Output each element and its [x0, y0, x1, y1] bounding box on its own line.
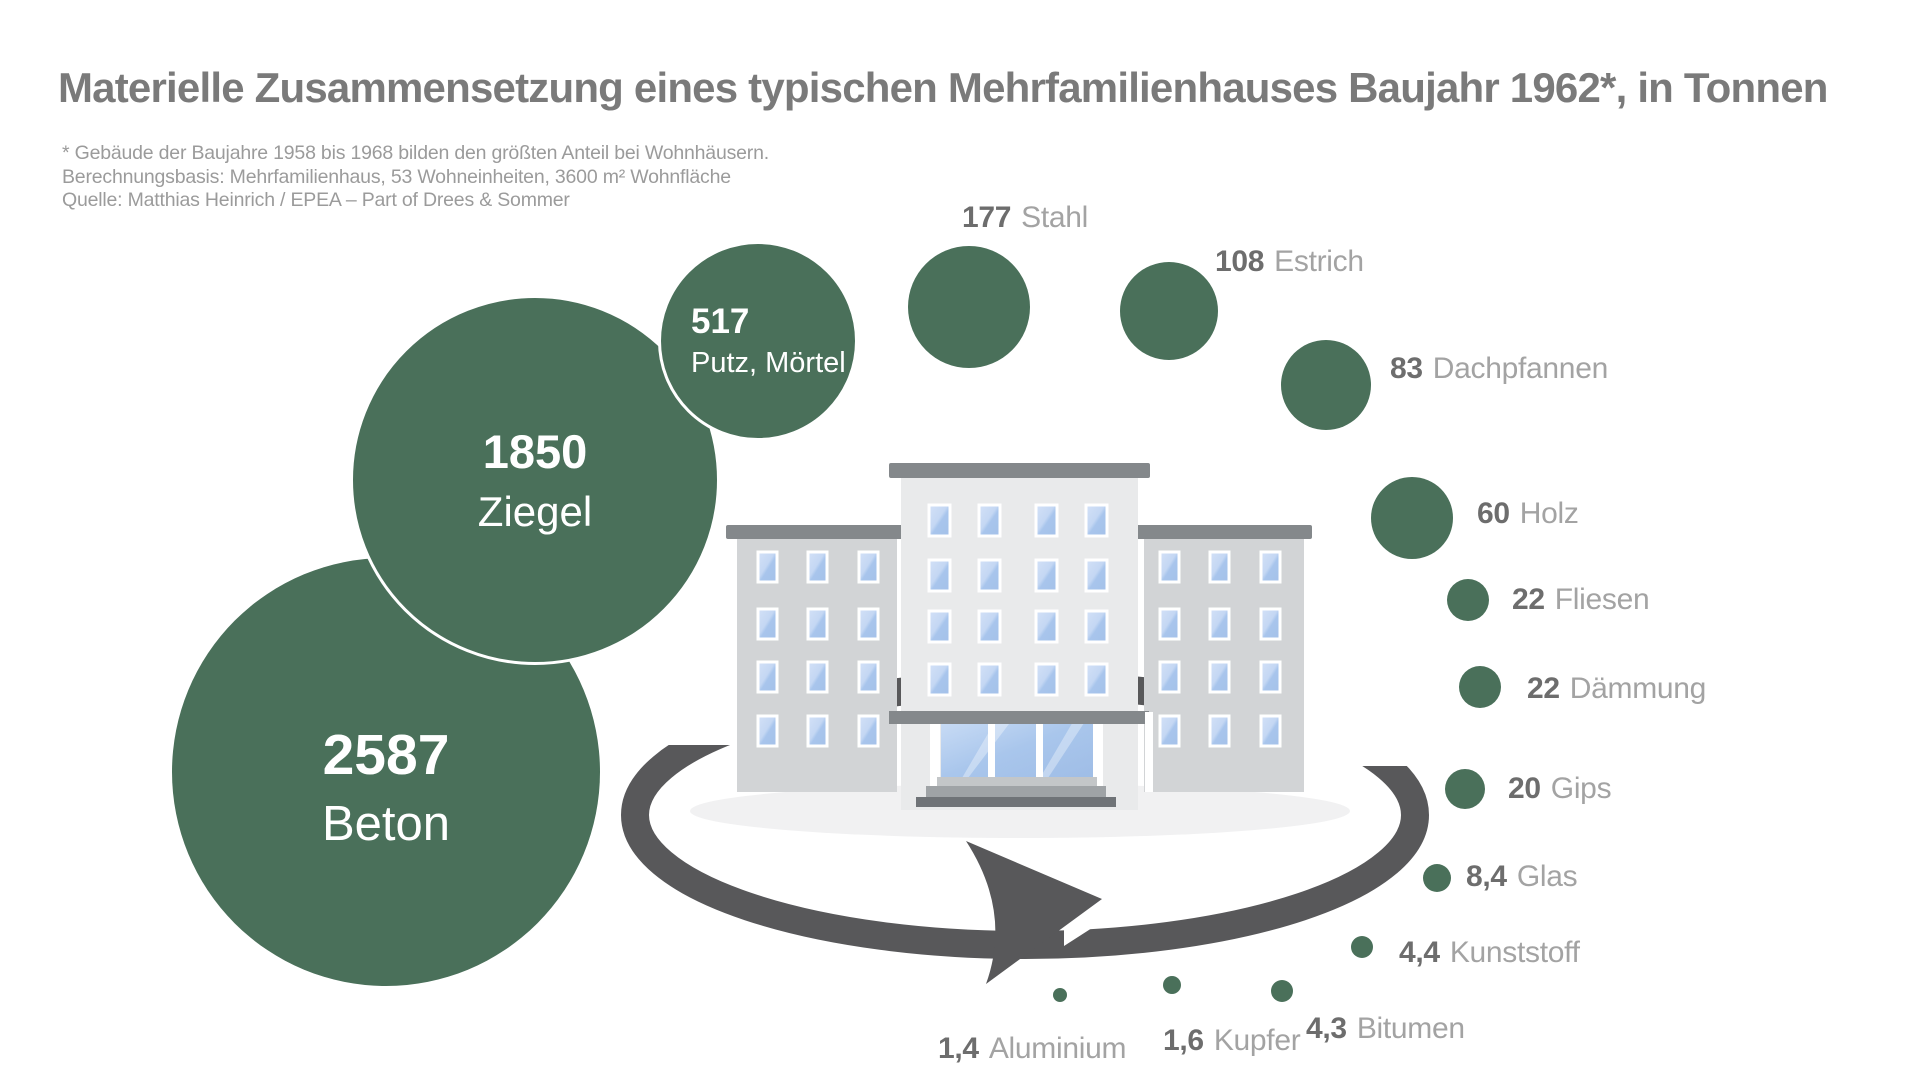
label-gips: 20 Gips	[1508, 772, 1612, 806]
label-name: Fliesen	[1554, 583, 1650, 616]
bubble-bitumen	[1271, 980, 1293, 1002]
bubble-dachpfannen	[1281, 340, 1371, 430]
label-value: 83	[1390, 352, 1423, 385]
bubble-stahl	[908, 246, 1030, 368]
label-name: Kupfer	[1213, 1024, 1301, 1057]
label-name: Gips	[1550, 772, 1612, 805]
bubble-daemmung	[1459, 666, 1501, 708]
label-name: Aluminium	[988, 1032, 1127, 1065]
bubble-estrich	[1120, 262, 1218, 360]
label-value: 20	[1508, 772, 1541, 805]
label-value: 60	[1477, 497, 1510, 530]
label-value: 177	[962, 201, 1012, 234]
label-holz: 60 Holz	[1477, 497, 1579, 531]
bubble-kunststoff	[1351, 936, 1373, 958]
footnote-block: * Gebäude der Baujahre 1958 bis 1968 bil…	[62, 142, 769, 213]
label-kupfer: 1,6 Kupfer	[1163, 1024, 1301, 1058]
tower-windows	[927, 503, 1109, 697]
bubble-fliesen	[1447, 579, 1489, 621]
bubble-holz	[1371, 477, 1453, 559]
footnote-line: Berechnungsbasis: Mehrfamilienhaus, 53 W…	[62, 165, 731, 188]
footnote-source: Quelle: Matthias Heinrich / EPEA – Part …	[62, 189, 570, 211]
label-fliesen: 22 Fliesen	[1512, 583, 1650, 617]
label-name: Estrich	[1274, 245, 1364, 278]
label-value: 4,3	[1306, 1012, 1347, 1045]
ground-shadow	[690, 784, 1350, 838]
label-value: 1,4	[938, 1032, 979, 1065]
label-glas: 8,4 Glas	[1466, 860, 1578, 894]
bubble-label: Putz, Mörtel	[691, 347, 846, 379]
bubble-kupfer	[1163, 976, 1181, 994]
label-name: Holz	[1519, 497, 1579, 530]
bubble-value: 517	[691, 302, 750, 341]
label-name: Bitumen	[1356, 1012, 1465, 1045]
apartment-building-icon	[726, 463, 1312, 810]
wing-windows	[756, 550, 1282, 748]
label-value: 1,6	[1163, 1024, 1204, 1057]
label-dachpfannen: 83 Dachpfannen	[1390, 352, 1608, 386]
label-name: Dachpfannen	[1432, 352, 1608, 385]
bubble-putz-moertel: 517 Putz, Mörtel	[658, 241, 858, 441]
label-value: 22	[1527, 672, 1560, 705]
bubble-label: Ziegel	[477, 488, 593, 535]
label-value: 4,4	[1399, 936, 1440, 969]
label-kunststoff: 4,4 Kunststoff	[1399, 936, 1580, 970]
bubble-label: Beton	[321, 797, 451, 851]
label-value: 8,4	[1466, 860, 1507, 893]
label-bitumen: 4,3 Bitumen	[1306, 1012, 1465, 1046]
label-daemmung: 22 Dämmung	[1527, 672, 1706, 706]
label-value: 22	[1512, 583, 1545, 616]
building-entrance	[889, 711, 1153, 807]
bubble-aluminium	[1053, 988, 1067, 1002]
bubble-value: 1850	[482, 425, 588, 478]
bubble-gips	[1445, 769, 1485, 809]
label-stahl: 177 Stahl	[962, 201, 1088, 235]
label-aluminium: 1,4 Aluminium	[938, 1032, 1126, 1066]
page-title: Materielle Zusammensetzung eines typisch…	[58, 64, 1828, 111]
label-value: 108	[1215, 245, 1265, 278]
label-name: Dämmung	[1569, 672, 1707, 705]
label-name: Stahl	[1021, 201, 1089, 234]
label-estrich: 108 Estrich	[1215, 245, 1364, 279]
bubble-value: 2587	[322, 723, 450, 787]
bubble-glas	[1423, 864, 1451, 892]
footnote-line: * Gebäude der Baujahre 1958 bis 1968 bil…	[62, 142, 769, 164]
label-name: Kunststoff	[1449, 936, 1580, 969]
label-name: Glas	[1516, 860, 1578, 893]
